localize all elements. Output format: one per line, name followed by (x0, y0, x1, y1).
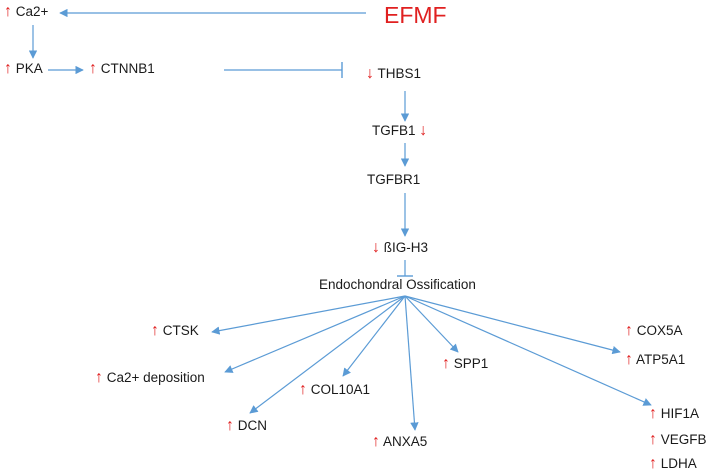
node-tgfb1: TGFB1 ↓ (372, 123, 427, 139)
node-vegfb: ↑ VEGFB (649, 432, 707, 448)
node-ctnnb1-label: CTNNB1 (101, 61, 155, 76)
node-endochondral-ossification: Endochondral Ossification (319, 277, 476, 293)
node-ca2-deposition-label: Ca2+ deposition (107, 370, 205, 385)
node-bigh3: ↓ ßIG-H3 (372, 240, 428, 256)
up-arrow-icon: ↑ (625, 322, 633, 339)
up-arrow-icon: ↑ (649, 455, 657, 472)
node-ctsk: ↑ CTSK (151, 323, 199, 339)
node-spp1: ↑ SPP1 (442, 356, 488, 372)
node-vegfb-label: VEGFB (661, 432, 707, 447)
up-arrow-icon: ↑ (89, 60, 97, 77)
node-pka-label: PKA (16, 61, 43, 76)
node-thbs1-label: THBS1 (378, 66, 422, 81)
up-arrow-icon: ↑ (442, 355, 450, 372)
node-anxa5-label: ANXA5 (383, 434, 427, 449)
node-col10a1: ↑ COL10A1 (299, 382, 370, 398)
edge-endo-to-ctsk (212, 296, 405, 332)
node-endochondral-ossification-label: Endochondral Ossification (319, 277, 476, 292)
up-arrow-icon: ↑ (649, 405, 657, 422)
up-arrow-icon: ↑ (95, 369, 103, 386)
edge-endo-to-spp1 (405, 296, 458, 352)
node-dcn: ↑ DCN (226, 418, 267, 434)
up-arrow-icon: ↑ (4, 3, 12, 20)
node-cox5a-label: COX5A (637, 323, 683, 338)
node-tgfbr1: TGFBR1 (367, 172, 420, 188)
up-arrow-icon: ↑ (299, 381, 307, 398)
node-spp1-label: SPP1 (454, 356, 489, 371)
node-dcn-label: DCN (238, 418, 267, 433)
node-hif1a: ↑ HIF1A (649, 406, 699, 422)
node-anxa5: ↑ ANXA5 (372, 434, 427, 450)
down-arrow-icon: ↓ (419, 122, 427, 139)
up-arrow-icon: ↑ (625, 351, 633, 368)
up-arrow-icon: ↑ (372, 433, 380, 450)
up-arrow-icon: ↑ (151, 322, 159, 339)
node-pka: ↑ PKA (4, 61, 43, 77)
node-hif1a-label: HIF1A (661, 406, 699, 421)
node-col10a1-label: COL10A1 (311, 382, 370, 397)
node-atp5a1: ↑ ATP5A1 (625, 352, 685, 368)
up-arrow-icon: ↑ (226, 417, 234, 434)
node-ctsk-label: CTSK (163, 323, 199, 338)
down-arrow-icon: ↓ (372, 239, 380, 256)
down-arrow-icon: ↓ (366, 65, 374, 82)
up-arrow-icon: ↑ (4, 60, 12, 77)
node-ctnnb1: ↑ CTNNB1 (89, 61, 155, 77)
node-ca2-label: Ca2+ (16, 4, 49, 19)
node-thbs1: ↓ THBS1 (366, 66, 421, 82)
node-ldha: ↑ LDHA (649, 456, 697, 472)
efmf-title: EFMF (384, 2, 447, 28)
node-tgfb1-label: TGFB1 (372, 123, 416, 138)
edge-endo-to-ca2-deposition (225, 296, 405, 372)
node-atp5a1-label: ATP5A1 (636, 352, 685, 367)
node-ca2: ↑ Ca2+ (4, 4, 48, 20)
edge-endo-to-anxa5 (405, 296, 415, 430)
node-bigh3-label: ßIG-H3 (384, 240, 428, 255)
up-arrow-icon: ↑ (649, 431, 657, 448)
node-ldha-label: LDHA (661, 456, 697, 471)
node-cox5a: ↑ COX5A (625, 323, 683, 339)
node-ca2-deposition: ↑ Ca2+ deposition (95, 370, 205, 386)
node-tgfbr1-label: TGFBR1 (367, 172, 420, 187)
